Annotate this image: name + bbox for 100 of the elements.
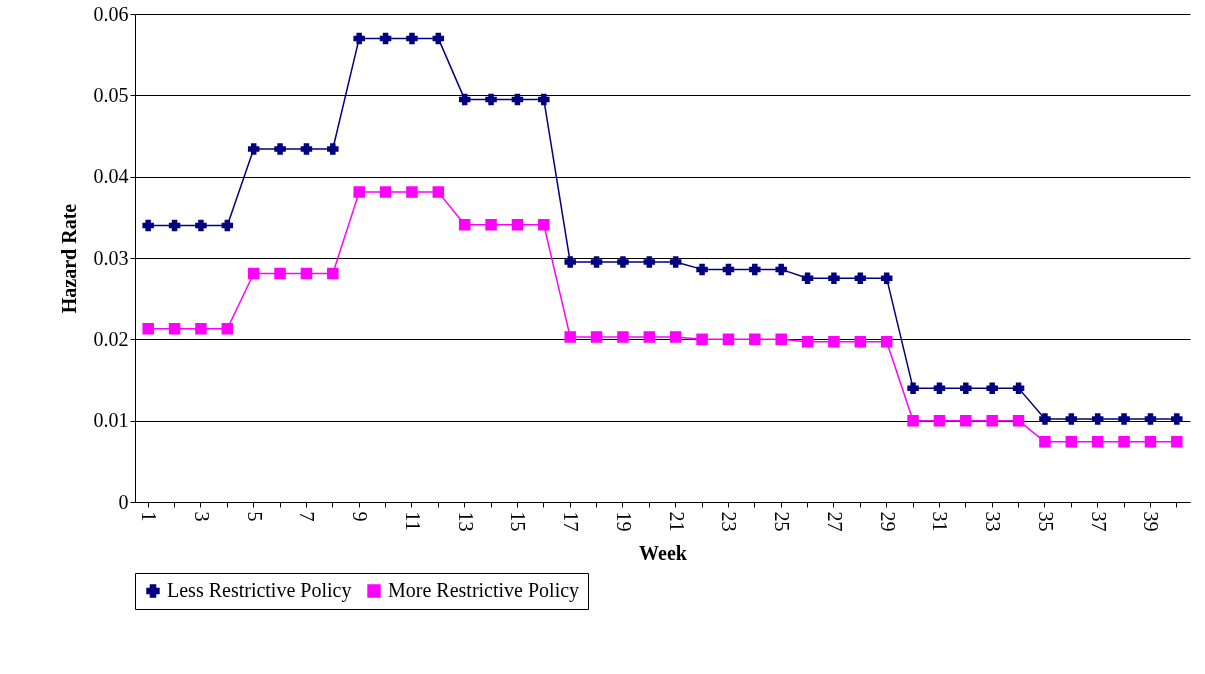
point [300,143,313,155]
x-tick-label: 13 [454,511,477,532]
x-tick-label: 9 [349,511,372,522]
point [801,272,814,285]
point [775,263,787,276]
x-tick-label: 37 [1087,511,1110,532]
point [722,263,735,276]
point [511,93,524,106]
point [379,186,392,198]
point [406,186,418,198]
point [485,218,497,231]
point [986,382,998,394]
point [432,186,445,198]
point [432,32,445,45]
point [590,256,603,268]
point [722,333,735,346]
x-axis-title: Week [639,541,688,564]
point [1039,436,1051,448]
x-tick-label: 3 [190,511,213,522]
point [1039,413,1051,425]
y-tick-label: 0.03 [93,246,129,269]
point [353,32,365,45]
point [142,219,154,232]
point [669,256,682,268]
y-tick-label: 0.02 [93,327,129,350]
point [1012,414,1025,427]
point [168,219,181,232]
point [458,93,471,106]
y-tick-label: 0.05 [93,83,129,106]
x-tick-label: 29 [876,511,899,532]
x-tick-label: 15 [507,511,530,532]
x-tick-label: 39 [1140,511,1163,532]
point [1144,413,1157,425]
x-tick-label: 23 [718,511,741,532]
point [511,218,524,231]
point [617,256,629,268]
x-tick-label: 25 [771,511,794,532]
point [854,336,867,348]
point [300,267,313,280]
point [960,382,972,394]
x-tick-label: 21 [665,511,688,532]
y-axis-title: Hazard Rate [57,203,80,314]
point [1065,413,1078,425]
legend-label: More Restrictive Policy [388,579,580,602]
point [538,218,550,231]
y-tick-label: 0.06 [93,2,129,25]
point [274,267,286,280]
point [564,256,576,268]
point [933,414,946,427]
point [485,93,497,106]
point [247,143,260,155]
point [643,331,656,343]
point [907,382,919,394]
point [960,414,972,427]
point [854,272,867,285]
point [986,414,998,427]
point [828,336,840,348]
point [1171,413,1183,425]
point [195,219,207,232]
point [274,143,286,155]
point [1118,413,1130,425]
point [538,93,550,106]
point [406,32,418,45]
y-tick-label: 0 [118,490,129,513]
point [327,143,339,155]
x-tick-label: 19 [612,511,635,532]
point [353,186,365,198]
x-tick-label: 7 [296,511,319,522]
x-tick-label: 35 [1034,511,1057,532]
point [1065,436,1078,448]
point [168,323,181,335]
point [458,218,471,231]
point [828,272,840,285]
y-tick-label: 0.01 [93,409,129,432]
x-tick-label: 5 [243,511,266,522]
point [1118,436,1130,448]
point [142,323,154,335]
point [617,331,629,343]
point [696,263,708,276]
point [643,256,656,268]
point [247,267,260,280]
x-tick-label: 1 [138,511,161,522]
point [696,333,708,346]
x-tick-label: 11 [401,511,424,531]
point [749,263,761,276]
point [1171,436,1183,448]
x-tick-label: 33 [982,511,1005,532]
point [221,323,234,335]
point [933,382,946,394]
x-tick-label: 27 [823,511,846,532]
x-tick-label: 31 [929,511,952,532]
point [1144,436,1157,448]
point [880,272,893,285]
point [1091,436,1104,448]
point [195,323,207,335]
point [221,219,234,232]
point [590,331,603,343]
point [379,32,392,45]
point [880,336,893,348]
point [669,331,682,343]
